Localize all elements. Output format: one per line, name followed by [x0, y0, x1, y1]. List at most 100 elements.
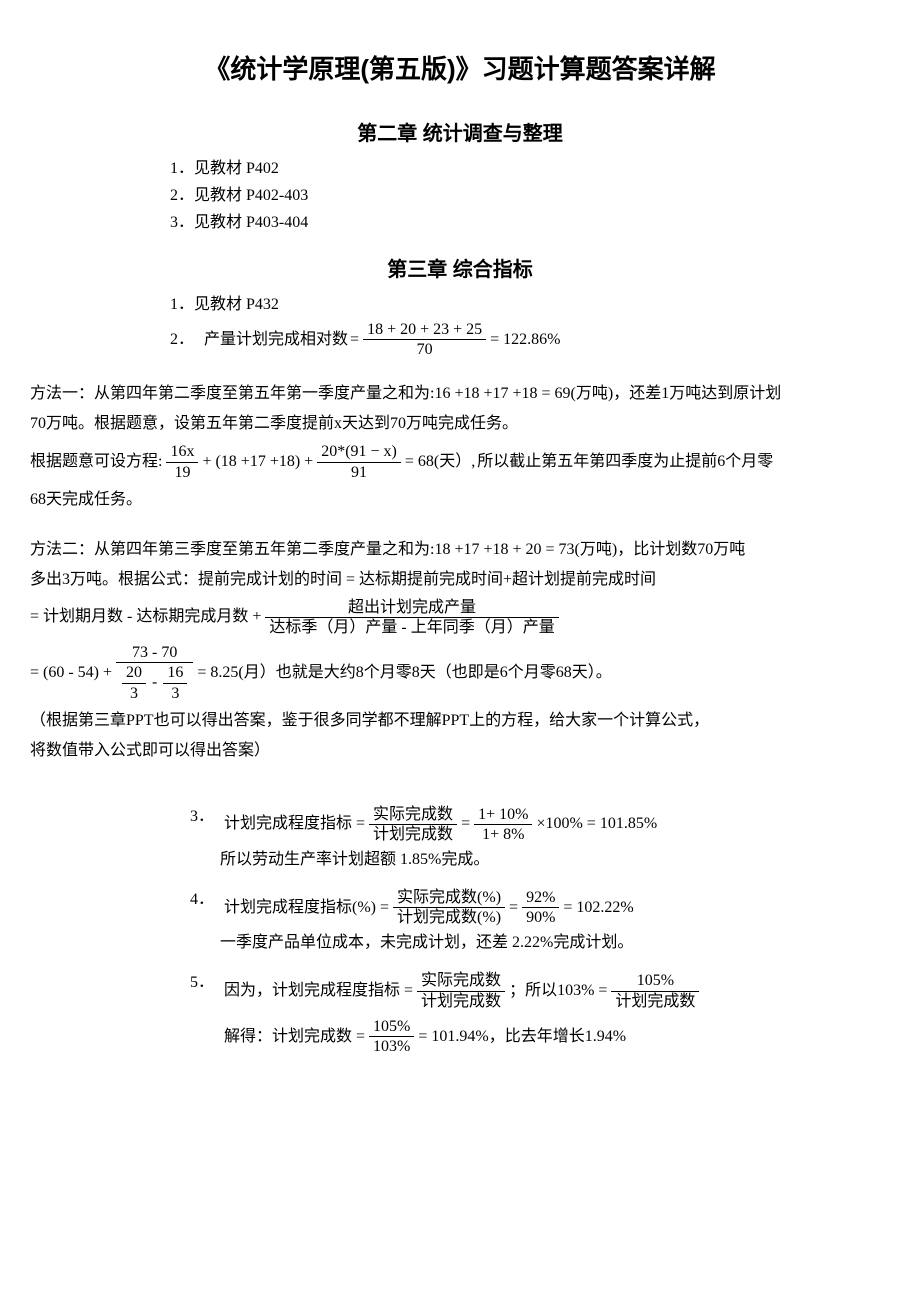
method2-line1: = 计划期月数 - 达标期完成月数 + 超出计划完成产量 达标季（月）产量 - …	[30, 598, 890, 637]
text: = 计划期月数 - 达标期完成月数 +	[30, 605, 261, 629]
num: 1．	[170, 160, 194, 177]
num: 3．	[190, 805, 214, 829]
frac-bot: 91	[317, 463, 401, 482]
num: 1．	[170, 296, 194, 313]
eq: =	[509, 896, 518, 920]
fraction: 实际完成数 计划完成数	[417, 971, 505, 1010]
ch3-item-5: 5． 因为，计划完成程度指标 = 实际完成数 计划完成数 ；所以103% = 1…	[190, 971, 890, 1056]
text: 见教材 P402	[194, 160, 279, 177]
frac-bot: 1+ 8%	[474, 825, 532, 844]
text: 方法二：从第四年第三季度至第五年第二季度产量之和为:	[30, 541, 434, 558]
method2-p4: 将数值带入公式即可以得出答案）	[30, 739, 890, 763]
frac-top: 20*(91 − x)	[317, 442, 401, 462]
subfrac: 163	[163, 663, 187, 702]
tail: = 102.22%	[563, 896, 633, 920]
num: 4．	[190, 888, 214, 912]
subfrac: 203	[122, 663, 146, 702]
text: = 8.25(月）也就是大约8个月零8天（也即是6个月零68天）。	[197, 661, 611, 685]
frac-bot: 90%	[522, 908, 559, 927]
frac-top: 16x	[166, 442, 198, 462]
b: 3	[122, 684, 146, 703]
frac-top: 18 + 20 + 23 + 25	[363, 320, 486, 340]
b: 3	[163, 684, 187, 703]
fraction: 20*(91 − x) 91	[317, 442, 401, 481]
ch3-item-4-sub: 一季度产品单位成本，未完成计划，还差 2.22%完成计划。	[220, 931, 890, 955]
fraction: 73 - 70 203 - 163	[116, 643, 193, 703]
frac-bot: 19	[166, 463, 198, 482]
text: 见教材 P432	[194, 296, 279, 313]
frac-top: 105%	[369, 1017, 414, 1037]
frac-top: 超出计划完成产量	[265, 598, 558, 618]
num: 5．	[190, 971, 214, 995]
text: 还差1万吨达到原计划	[629, 385, 781, 402]
text: 因为，计划完成程度指标 =	[224, 979, 413, 1003]
frac-bot: 103%	[369, 1037, 414, 1056]
text: 比计划数70万吨	[633, 541, 745, 558]
math: 18 +17 +18 + 20 = 73	[434, 541, 574, 558]
math: 16 +18 +17 +18 = 69	[434, 385, 570, 402]
ch2-item-1: 1．见教材 P402	[170, 157, 890, 181]
frac-bot: 达标季（月）产量 - 上年同季（月）产量	[265, 618, 558, 637]
num: 3．	[170, 214, 194, 231]
tail: ×100% = 101.85%	[536, 812, 657, 836]
frac-top: 实际完成数	[417, 971, 505, 991]
method2-p1: 方法二：从第四年第三季度至第五年第二季度产量之和为:18 +17 +18 + 2…	[30, 538, 890, 562]
mid: + (18 +17 +18) +	[202, 450, 313, 474]
fraction: 18 + 20 + 23 + 25 70	[363, 320, 486, 359]
frac-top: 1+ 10%	[474, 805, 532, 825]
ch2-item-3: 3．见教材 P403-404	[170, 211, 890, 235]
text: 所以截止第五年第四季度为止提前6个月零	[477, 450, 773, 474]
label: 计划完成程度指标 =	[224, 812, 365, 836]
fraction: 105% 计划完成数	[611, 971, 699, 1010]
frac-bot: 计划完成数	[611, 992, 699, 1011]
frac-top: 实际完成数	[369, 805, 457, 825]
text: 见教材 P402-403	[194, 187, 308, 204]
num: 2．	[170, 328, 194, 352]
text: = (60 - 54) +	[30, 661, 112, 685]
frac-top: 实际完成数(%)	[393, 888, 505, 908]
page-title: 《统计学原理(第五版)》习题计算题答案详解	[30, 50, 890, 89]
frac-top: 73 - 70	[116, 643, 193, 663]
fraction: 实际完成数 计划完成数	[369, 805, 457, 844]
fraction: 105% 103%	[369, 1017, 414, 1056]
mid: ；所以103% =	[509, 979, 607, 1003]
method1-p4: 68天完成任务。	[30, 488, 890, 512]
method1-p2: 70万吨。根据题意，设第五年第二季度提前x天达到70万吨完成任务。	[30, 412, 890, 436]
method2-p3: （根据第三章PPT也可以得出答案，鉴于很多同学都不理解PPT上的方程，给大家一个…	[30, 709, 890, 733]
t: 16	[163, 663, 187, 683]
ch3-item-3-sub: 所以劳动生产率计划超额 1.85%完成。	[220, 848, 890, 872]
chapter2-heading: 第二章 统计调查与整理	[30, 119, 890, 149]
minus: -	[152, 674, 161, 691]
frac-top: 105%	[611, 971, 699, 991]
text: 见教材 P403-404	[194, 214, 308, 231]
text: 根据题意可设方程:	[30, 450, 162, 474]
result: = 122.86%	[490, 328, 560, 352]
frac-bot: 203 - 163	[116, 663, 193, 702]
label: 计划完成程度指标(%) =	[224, 896, 389, 920]
unit: (万吨)，	[571, 385, 630, 402]
method1-p1: 方法一：从第四年第二季度至第五年第一季度产量之和为:16 +18 +17 +18…	[30, 382, 890, 406]
num: 2．	[170, 187, 194, 204]
method2-p2: 多出3万吨。根据公式：提前完成计划的时间 = 达标期提前完成时间+超计划提前完成…	[30, 568, 890, 592]
ch2-item-2: 2．见教材 P402-403	[170, 184, 890, 208]
fraction: 16x 19	[166, 442, 198, 481]
fraction: 实际完成数(%) 计划完成数(%)	[393, 888, 505, 927]
text: 解得：计划完成数 =	[224, 1025, 365, 1049]
text: 方法一：从第四年第二季度至第五年第一季度产量之和为:	[30, 385, 434, 402]
method1-eq: 根据题意可设方程: 16x 19 + (18 +17 +18) + 20*(91…	[30, 442, 890, 481]
chapter3-heading: 第三章 综合指标	[30, 255, 890, 285]
t: 20	[122, 663, 146, 683]
frac-bot: 计划完成数	[417, 992, 505, 1011]
result: = 68(天）,	[405, 450, 475, 474]
frac-top: 92%	[522, 888, 559, 908]
text: = 101.94%，比去年增长1.94%	[418, 1025, 626, 1049]
eq-sign: =	[350, 328, 359, 352]
frac-bot: 70	[363, 340, 486, 359]
ch3-item-4: 4． 计划完成程度指标(%) = 实际完成数(%) 计划完成数(%) = 92%…	[190, 888, 890, 927]
fraction: 1+ 10% 1+ 8%	[474, 805, 532, 844]
fraction: 92% 90%	[522, 888, 559, 927]
frac-bot: 计划完成数	[369, 825, 457, 844]
label: 产量计划完成相对数	[204, 328, 348, 352]
ch3-item-2: 2． 产量计划完成相对数 = 18 + 20 + 23 + 25 70 = 12…	[170, 320, 890, 359]
method2-line2: = (60 - 54) + 73 - 70 203 - 163 = 8.25(月…	[30, 643, 890, 703]
